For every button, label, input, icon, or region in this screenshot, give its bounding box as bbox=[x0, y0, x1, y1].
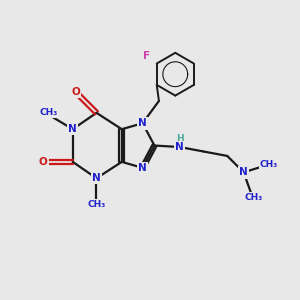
Text: N: N bbox=[239, 167, 248, 177]
Text: N: N bbox=[138, 118, 147, 128]
Text: F: F bbox=[143, 51, 151, 62]
Text: N: N bbox=[92, 173, 101, 183]
Text: N: N bbox=[138, 163, 147, 173]
Text: CH₃: CH₃ bbox=[245, 193, 263, 202]
Text: O: O bbox=[39, 157, 47, 167]
Text: N: N bbox=[68, 124, 77, 134]
Text: CH₃: CH₃ bbox=[40, 108, 58, 117]
Text: O: O bbox=[71, 87, 80, 97]
Text: H: H bbox=[176, 134, 184, 142]
Text: N: N bbox=[175, 142, 184, 152]
Text: CH₃: CH₃ bbox=[87, 200, 106, 208]
Text: CH₃: CH₃ bbox=[260, 160, 278, 169]
